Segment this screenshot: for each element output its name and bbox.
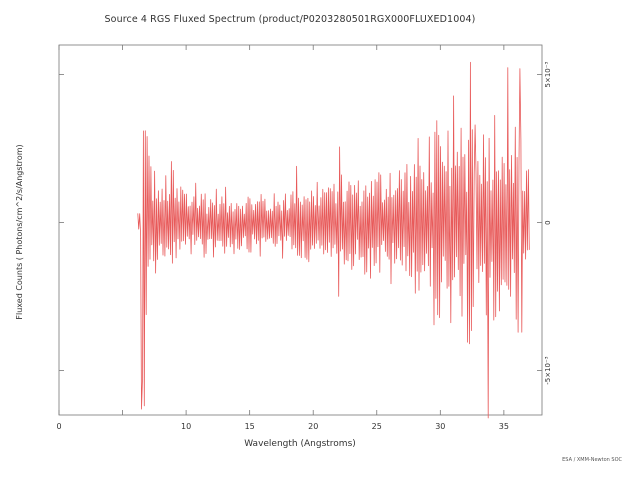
plot-frame	[58, 44, 543, 416]
x-tick-label: 15	[245, 422, 255, 431]
chart-title: Source 4 RGS Fluxed Spectrum (product/P0…	[104, 14, 476, 25]
x-tick-label: 30	[435, 422, 445, 431]
y-tick-label: 5×10⁻³	[544, 62, 552, 88]
y-tick-label: -5×10⁻³	[544, 356, 552, 384]
x-tick-label: 25	[372, 422, 382, 431]
x-tick-label: 35	[499, 422, 509, 431]
x-axis-ticks: 0 10 15 20 25 30 35	[56, 45, 509, 431]
y-axis-ticks: -5×10⁻³ 0 5×10⁻³	[59, 62, 552, 385]
x-tick-label: 20	[308, 422, 318, 431]
x-axis-label: Wavelength (Angstroms)	[244, 439, 356, 449]
series-layer	[137, 61, 530, 419]
footnote: ESA / XMM-Newton SOC	[562, 457, 622, 463]
y-axis-label: Fluxed Counts ( Photons/cm^2/s/Angstrom)	[15, 144, 24, 319]
x-tick-label: 10	[181, 422, 191, 431]
y-tick-label: 0	[544, 220, 552, 224]
spectrum-series-line	[137, 61, 530, 419]
x-tick-label: 0	[56, 422, 61, 431]
